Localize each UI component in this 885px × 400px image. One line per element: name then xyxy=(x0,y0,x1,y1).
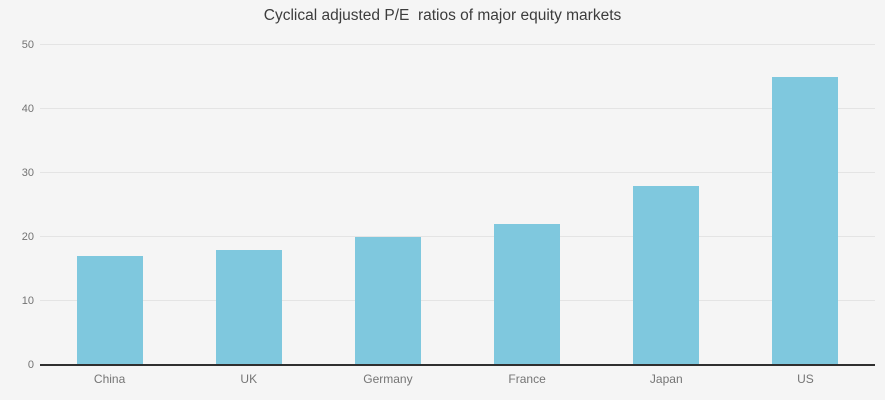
x-tick-label-germany: Germany xyxy=(363,372,413,386)
bar-japan xyxy=(633,185,700,365)
x-tick-label-france: France xyxy=(508,372,546,386)
bars-row xyxy=(40,45,875,365)
bar-slot-france xyxy=(458,45,597,365)
bar-china xyxy=(76,256,143,365)
gridline-30 xyxy=(40,172,875,173)
bar-france xyxy=(494,224,561,365)
gridline-20 xyxy=(40,236,875,237)
y-tick-label-30: 30 xyxy=(21,167,34,179)
bar-slot-us xyxy=(736,45,875,365)
bar-us xyxy=(772,77,839,365)
x-tick-label-uk: UK xyxy=(240,372,258,386)
bar-slot-germany xyxy=(318,45,457,365)
x-tick-label-china: China xyxy=(93,372,126,386)
bar-uk xyxy=(215,249,282,365)
y-tick-label-50: 50 xyxy=(21,39,34,51)
bar-slot-uk xyxy=(179,45,318,365)
gridline-40 xyxy=(40,108,875,109)
y-tick-label-20: 20 xyxy=(21,231,34,243)
bar-germany xyxy=(354,237,421,365)
x-tick-label-japan: Japan xyxy=(649,372,683,386)
plot-area xyxy=(40,44,875,366)
y-axis: 0 10 20 30 40 50 xyxy=(0,39,34,371)
bar-slot-china xyxy=(40,45,179,365)
x-tick-label-us: US xyxy=(797,372,814,386)
y-tick-label-40: 40 xyxy=(21,103,34,115)
gridline-50 xyxy=(40,44,875,45)
chart-title: Cyclical adjusted P/E ratios of major eq… xyxy=(263,7,622,24)
x-axis-line xyxy=(40,364,875,366)
x-axis: China UK Germany France Japan US xyxy=(40,372,875,386)
bar-slot-japan xyxy=(597,45,736,365)
gridline-10 xyxy=(40,300,875,301)
y-tick-label-10: 10 xyxy=(21,295,34,307)
y-tick-label-0: 0 xyxy=(27,359,34,371)
